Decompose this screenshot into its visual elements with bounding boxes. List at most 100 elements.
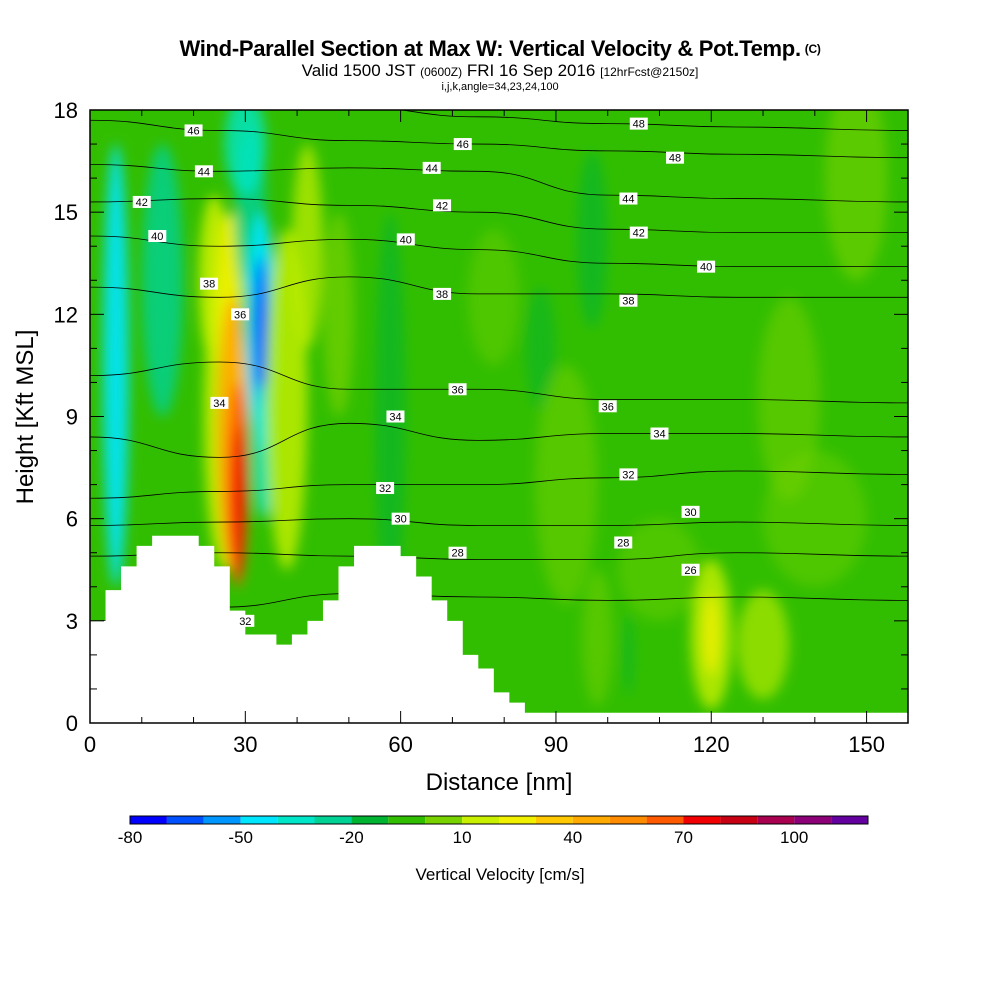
contour-label-text: 42	[136, 197, 148, 209]
terrain	[90, 535, 908, 723]
contour-label-text: 32	[239, 616, 251, 628]
contour-30	[90, 518, 908, 526]
velocity-cell	[535, 365, 598, 604]
contour-label-text: 46	[457, 139, 469, 151]
chart-title-text: Wind-Parallel Section at Max W: Vertical…	[179, 36, 801, 61]
contour-label-44: 44	[619, 192, 638, 206]
contour-label-box	[376, 482, 395, 495]
contour-label-box	[231, 308, 250, 321]
title-block: Wind-Parallel Section at Max W: Vertical…	[0, 36, 1000, 93]
colorbar-swatch	[130, 816, 167, 824]
contour-label-text: 38	[436, 289, 448, 301]
contour-label-26: 26	[681, 563, 700, 577]
contour-40	[90, 235, 908, 268]
x-tick-label: 60	[388, 732, 412, 757]
y-tick-label: 3	[66, 609, 78, 634]
contour-label-34: 34	[210, 396, 229, 410]
contour-label-box	[210, 396, 229, 409]
y-tick-label: 15	[54, 200, 78, 225]
contour-label-box	[236, 614, 255, 627]
contour-label-text: 40	[400, 234, 412, 246]
contour-label-text: 32	[622, 469, 634, 481]
contour-label-box	[629, 117, 648, 130]
velocity-cell	[141, 144, 184, 417]
velocity-cell	[322, 212, 355, 417]
contour-label-48: 48	[666, 151, 685, 165]
contour-label-42: 42	[132, 195, 151, 209]
copyright-mark: (C)	[804, 42, 821, 56]
chart-title: Wind-Parallel Section at Max W: Vertical…	[0, 36, 1000, 62]
colorbar-swatch	[499, 816, 536, 824]
contour-label-box	[681, 563, 700, 576]
y-tick-label: 0	[66, 711, 78, 736]
valid-time: Valid 1500 JST	[301, 61, 416, 80]
contour-label-box	[194, 165, 213, 178]
contour-label-38: 38	[200, 277, 219, 291]
contour-label-30: 30	[681, 505, 700, 519]
colorbar-swatch	[831, 816, 868, 824]
contour-label-40: 40	[697, 260, 716, 274]
contour-28	[90, 552, 908, 560]
contour-label-text: 30	[684, 507, 696, 519]
contour-48	[399, 110, 908, 131]
contour-label-32: 32	[236, 614, 255, 628]
y-tick-label: 18	[54, 98, 78, 123]
contour-label-text: 26	[684, 565, 696, 577]
contour-label-box	[619, 192, 638, 205]
utc-time: (0600Z)	[420, 65, 463, 79]
y-tick-label: 6	[66, 507, 78, 532]
contour-label-box	[666, 151, 685, 164]
contour-label-28: 28	[448, 546, 467, 560]
contour-label-box	[650, 427, 669, 440]
colorbar-swatch	[277, 816, 315, 824]
contour-label-text: 34	[653, 429, 665, 441]
colorbar-swatch	[203, 816, 241, 824]
colorbar-swatch	[425, 816, 463, 824]
contour-label-text: 30	[395, 514, 407, 526]
contour-label-32: 32	[619, 468, 638, 481]
velocity-cell	[581, 569, 613, 706]
velocity-cell	[524, 287, 556, 410]
colorbar-swatch	[646, 816, 684, 824]
contour-label-44: 44	[422, 161, 441, 175]
colorbar-tick-label: 70	[674, 828, 693, 847]
colorbar-tick-label: -50	[228, 828, 253, 847]
contour-42	[90, 198, 908, 234]
y-axis-title: Height [Kft MSL]	[12, 330, 39, 505]
contour-label-46: 46	[184, 124, 203, 137]
contour-label-text: 42	[633, 228, 645, 240]
x-tick-label: 0	[84, 732, 96, 757]
x-tick-label: 90	[544, 732, 568, 757]
colorbar-frame	[129, 815, 869, 825]
velocity-cell	[576, 150, 608, 328]
contour-label-40: 40	[148, 230, 167, 243]
contour-label-text: 34	[389, 412, 401, 424]
colorbar-swatch	[535, 816, 573, 824]
colorbar-tick-label: 10	[453, 828, 472, 847]
contour-label-box	[453, 138, 472, 151]
contour-label-text: 36	[234, 309, 246, 321]
contour-label-box	[132, 195, 151, 208]
velocity-cell	[618, 518, 701, 621]
colorbar-swatch	[351, 816, 389, 824]
velocity-cell	[825, 110, 888, 281]
colorbar-swatch	[720, 816, 758, 824]
y-tick-label: 12	[54, 302, 78, 327]
contour-label-42: 42	[433, 199, 452, 212]
contour-label-text: 40	[700, 262, 712, 274]
contour-label-text: 40	[151, 231, 163, 243]
contour-label-text: 42	[436, 200, 448, 212]
colorbar-tick-label: 100	[780, 828, 808, 847]
contour-label-46: 46	[453, 138, 472, 151]
contour-label-box	[614, 536, 633, 549]
colorbar-swatch	[794, 816, 832, 824]
y-tick-label: 9	[66, 405, 78, 430]
velocity-cell	[624, 614, 633, 696]
contour-label-box	[391, 512, 410, 525]
velocity-cell	[757, 297, 820, 502]
contour-label-30: 30	[391, 512, 410, 526]
contour-label-box	[148, 230, 167, 243]
contour-44	[90, 164, 908, 203]
